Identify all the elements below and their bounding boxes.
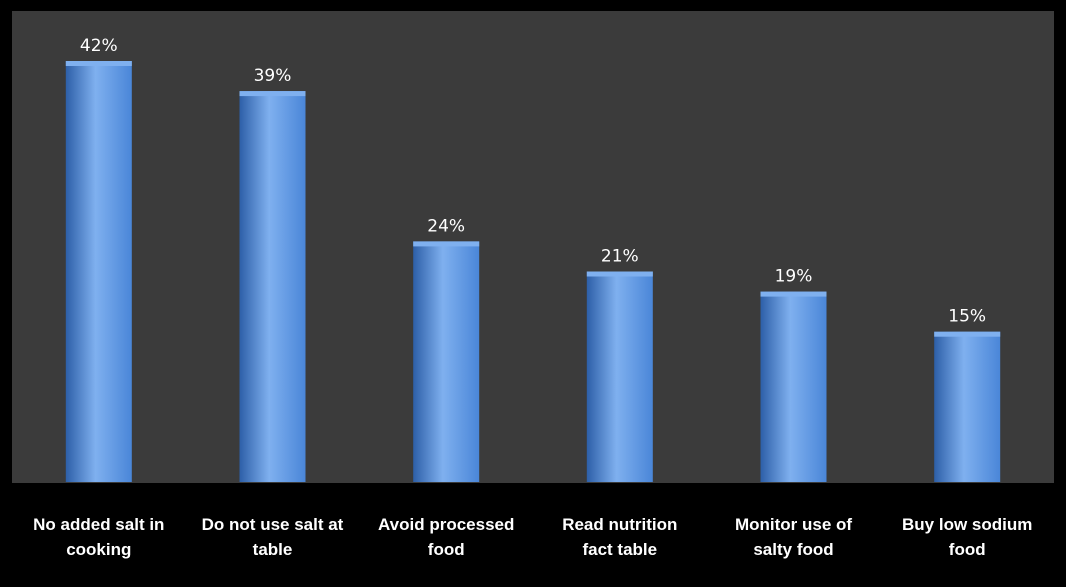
bar-cap-1 — [65, 61, 132, 66]
value-label-2: 39% — [254, 66, 292, 86]
category-label-2: Do not use salt at table — [202, 515, 344, 559]
bar-cap-4 — [586, 271, 653, 277]
category-label-line: Avoid processed — [378, 515, 514, 534]
bar-cap-3 — [413, 241, 480, 247]
bar-4 — [586, 271, 653, 482]
category-label-3: Avoid processed food — [378, 515, 514, 559]
category-label-line: No added salt in — [33, 515, 164, 534]
bar-cap-5 — [760, 291, 827, 297]
bar-3 — [413, 241, 480, 482]
plot-area — [12, 11, 1054, 483]
category-label-line: salty food — [753, 540, 833, 559]
category-label-4: Read nutrition fact table — [562, 515, 677, 559]
bar-cap-6 — [934, 331, 1001, 337]
category-label-6: Buy low sodium food — [902, 515, 1032, 559]
bar-5 — [760, 291, 827, 482]
category-label-line: Read nutrition — [562, 515, 677, 534]
category-label-line: Monitor use of — [735, 515, 852, 534]
bars-layer — [65, 61, 1001, 482]
category-label-line: food — [428, 540, 465, 559]
category-label-line: fact table — [582, 540, 657, 559]
bar-1 — [65, 61, 132, 482]
category-label-line: table — [253, 540, 293, 559]
value-label-1: 42% — [80, 36, 118, 56]
value-label-4: 21% — [601, 247, 639, 267]
category-label-line: food — [949, 540, 986, 559]
bar-6 — [934, 331, 1001, 482]
value-label-3: 24% — [427, 216, 465, 236]
category-label-5: Monitor use of salty food — [735, 515, 852, 559]
value-label-5: 19% — [775, 267, 813, 287]
category-label-line: Buy low sodium — [902, 515, 1032, 534]
category-label-line: Do not use salt at — [202, 515, 344, 534]
value-labels-layer: 42% 39% 24% 21% 19% 15% — [80, 36, 986, 327]
value-label-6: 15% — [948, 307, 986, 327]
bar-2 — [239, 91, 306, 482]
category-label-1: No added salt in cooking — [33, 515, 164, 559]
category-labels-layer: No added salt in cooking Do not use salt a… — [33, 515, 1032, 559]
bar-cap-2 — [239, 91, 306, 97]
category-label-line: cooking — [66, 540, 131, 559]
